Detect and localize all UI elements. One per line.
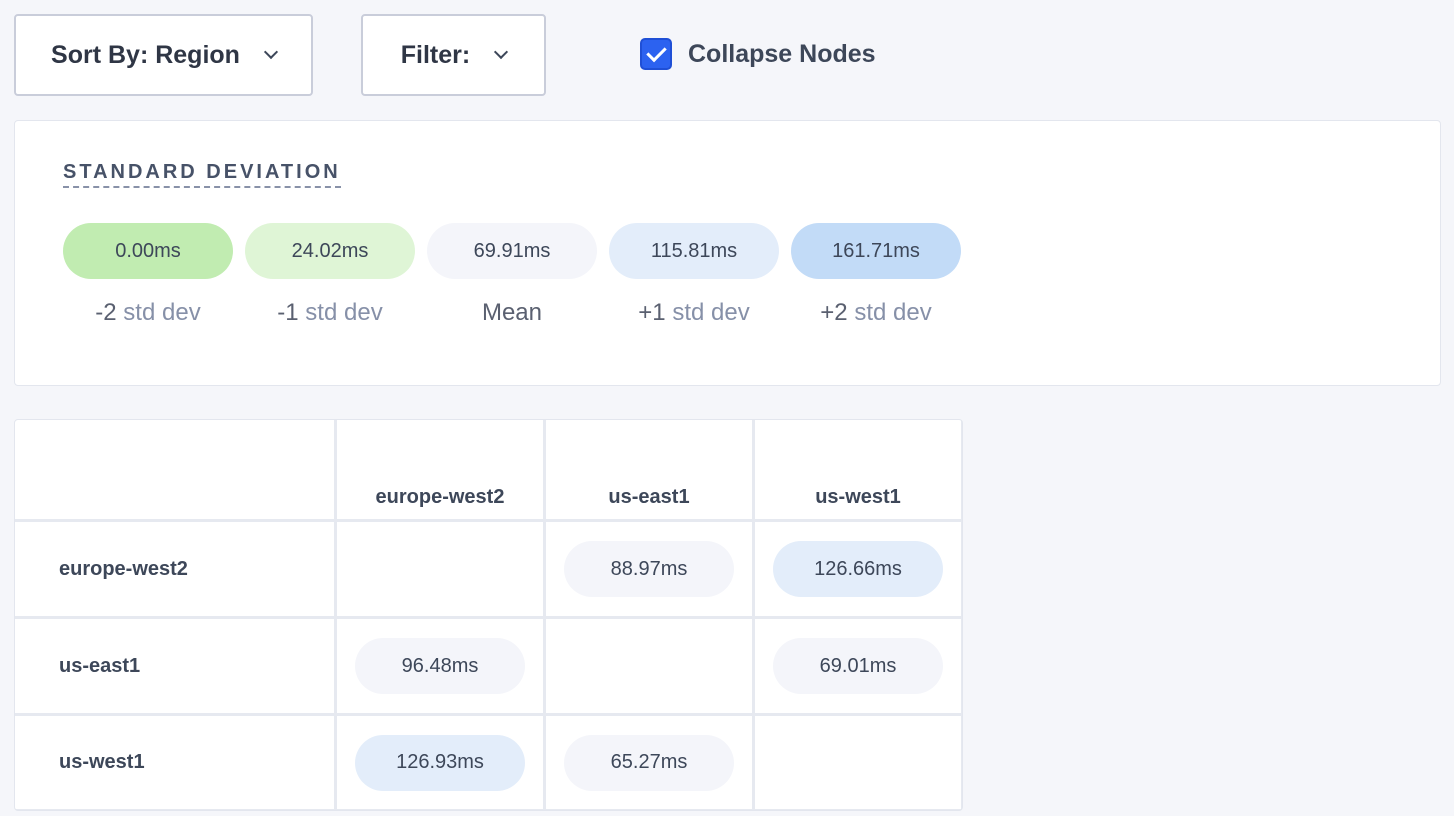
sort-by-dropdown[interactable]: Sort By: Region (14, 14, 313, 96)
matrix-cell: 126.93ms (337, 716, 543, 809)
legend-pill: 161.71ms (791, 223, 961, 279)
legend-label: -2 std dev (95, 299, 200, 327)
collapse-nodes-label[interactable]: Collapse Nodes (688, 40, 876, 68)
legend-item: 24.02ms -1 std dev (245, 223, 415, 327)
legend-label-prefix: Mean (481, 299, 543, 326)
filter-label: Filter: (400, 40, 471, 69)
latency-pill: 88.97ms (564, 541, 734, 597)
matrix-cell (546, 619, 752, 713)
legend-pill: 0.00ms (63, 223, 233, 279)
legend-pill: 69.91ms (427, 223, 597, 279)
matrix-cell: 65.27ms (546, 716, 752, 809)
legend-pill: 115.81ms (609, 223, 779, 279)
legend-item: 69.91ms Mean (427, 223, 597, 327)
chevron-down-icon (494, 44, 509, 60)
column-header: us-west1 (755, 420, 961, 519)
corner-cell (15, 420, 334, 519)
matrix-cell: 88.97ms (546, 522, 752, 616)
legend-label: +1 std dev (638, 299, 749, 327)
matrix-cell (755, 716, 961, 809)
std-dev-card: STANDARD DEVIATION 0.00ms -2 std dev 24.02… (14, 120, 1441, 386)
filter-dropdown[interactable]: Filter: (361, 14, 546, 96)
legend-label-suffix: std dev (847, 299, 932, 326)
legend-label-suffix: std dev (298, 299, 383, 326)
std-dev-title: STANDARD DEVIATION (63, 161, 341, 188)
legend-label-suffix: std dev (665, 299, 750, 326)
latency-matrix: europe-west2 us-east1 us-west1 europe-west2… (14, 419, 963, 811)
matrix-cell: 126.66ms (755, 522, 961, 616)
row-header: us-east1 (15, 619, 334, 713)
legend-label-suffix: std dev (116, 299, 201, 326)
matrix-cell: 96.48ms (337, 619, 543, 713)
matrix-cell: 69.01ms (755, 619, 961, 713)
chevron-down-icon (263, 44, 279, 60)
legend-label-prefix: -1 (277, 299, 299, 326)
legend-label-prefix: -2 (95, 299, 117, 326)
legend-label-prefix: +2 (820, 299, 848, 326)
row-header: us-west1 (15, 716, 334, 809)
legend-label: +2 std dev (820, 299, 931, 327)
latency-pill: 65.27ms (564, 734, 734, 791)
legend-pill: 24.02ms (245, 223, 415, 279)
latency-pill: 69.01ms (773, 638, 943, 694)
column-header: europe-west2 (337, 420, 543, 519)
legend-item: 161.71ms +2 std dev (791, 223, 961, 327)
legend-label: Mean (482, 299, 542, 327)
matrix-cell (337, 522, 543, 616)
latency-pill: 126.93ms (355, 734, 525, 791)
std-dev-legend: 0.00ms -2 std dev 24.02ms -1 std dev 69.91ms… (63, 223, 961, 327)
legend-label: -1 std dev (277, 299, 382, 327)
row-header: europe-west2 (15, 522, 334, 616)
column-header: us-east1 (546, 420, 752, 519)
latency-pill: 126.66ms (773, 541, 943, 597)
legend-label-prefix: +1 (638, 299, 666, 326)
latency-pill: 96.48ms (355, 638, 525, 694)
collapse-nodes-checkbox[interactable] (640, 38, 672, 70)
sort-by-label: Sort By: Region (51, 40, 240, 69)
legend-item: 115.81ms +1 std dev (609, 223, 779, 327)
legend-item: 0.00ms -2 std dev (63, 223, 233, 327)
